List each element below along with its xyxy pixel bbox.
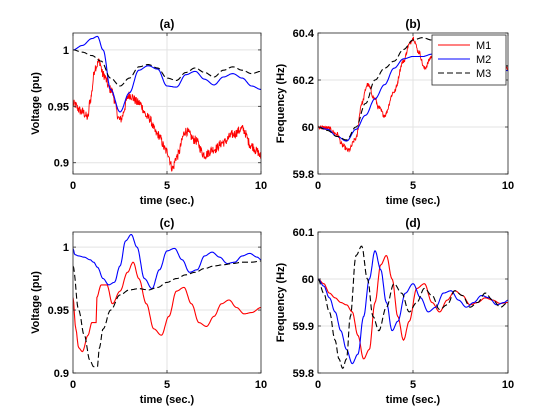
x-tick-label: 5 [164,180,170,192]
series-line-M3 [318,245,508,370]
x-tick-label: 0 [315,379,321,391]
y-axis-label: Frequency (Hz) [275,63,287,143]
y-axis-label: Voltage (pu) [30,271,42,334]
x-tick-label: 10 [502,379,514,391]
series-line-M3 [73,260,261,368]
y-tick-label: 60.1 [293,227,314,239]
x-tick-label: 5 [410,379,416,391]
x-tick-label: 5 [164,379,170,391]
chart-title: (c) [160,216,175,230]
y-tick-label: 60.2 [293,75,314,87]
legend-label-M2: M2 [476,54,491,66]
x-tick-label: 5 [410,180,416,192]
x-tick-label: 10 [255,379,267,391]
chart-title: (b) [405,17,420,31]
x-axis-label: time (sec.) [140,195,195,207]
y-tick-label: 1 [63,242,69,254]
x-tick-label: 10 [502,180,514,192]
series-line-M2 [73,234,261,290]
y-tick-label: 60.4 [293,28,315,40]
y-tick-label: 0.95 [48,305,69,317]
y-tick-label: 0.9 [54,158,69,170]
subplot-3: 0 5 10 59.8 59.9 60 60.1 (d) time (sec.) Frequenc… [275,216,514,406]
x-tick-label: 0 [70,180,76,192]
series-line-M3 [73,49,261,87]
x-axis-label: time (sec.) [386,394,441,406]
y-axis-label: Voltage (pu) [30,72,42,135]
series-line-M2 [73,35,261,113]
series-line-M1 [73,58,261,172]
y-tick-label: 59.9 [293,321,314,333]
subplot-0: 0 5 10 0.9 0.95 1 (a) time (sec.) Voltage (pu) [30,17,267,207]
y-tick-label: 59.8 [293,368,314,380]
y-axis-label: Frequency (Hz) [275,262,287,342]
y-tick-label: 0.95 [48,101,69,113]
y-tick-label: 1 [63,45,69,57]
y-tick-label: 59.8 [293,169,314,181]
legend-label-M1: M1 [476,40,491,52]
y-tick-label: 60 [302,122,314,134]
x-axis-label: time (sec.) [140,394,195,406]
series-line-M2 [318,249,508,365]
subplot-1: 0 5 10 59.8 60 60.2 60.4 (b) time (sec.) Frequenc… [275,17,514,207]
x-tick-label: 0 [315,180,321,192]
legend: M1 M2 M3 [431,34,507,86]
legend-box [431,34,507,86]
x-tick-label: 0 [70,379,76,391]
series-line-M1 [73,261,261,353]
subplot-2: 0 5 10 0.9 0.95 1 (c) time (sec.) Voltage (pu) [30,216,267,406]
legend-label-M3: M3 [476,68,491,80]
chart-title: (a) [160,17,175,31]
x-axis-label: time (sec.) [386,195,441,207]
chart-title: (d) [405,216,420,230]
x-tick-label: 10 [255,180,267,192]
y-tick-label: 60 [302,274,314,286]
y-tick-label: 0.9 [54,368,69,380]
